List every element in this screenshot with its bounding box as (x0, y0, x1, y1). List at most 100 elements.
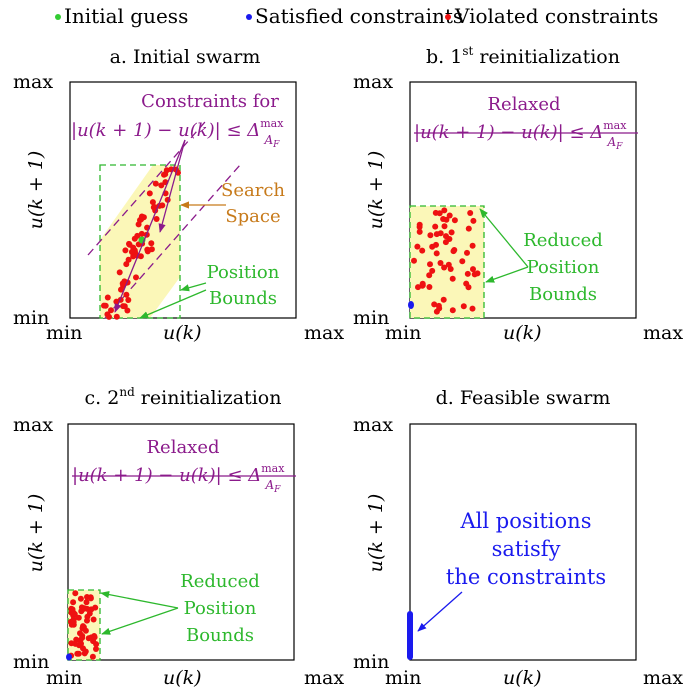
panel-a-frame (69, 81, 297, 319)
legend-label-violated: Violated constraints (454, 4, 658, 28)
panel-c-violated-particle (70, 599, 77, 606)
panel-c-bounds-label-1: Reduced (180, 571, 260, 592)
panel-a-violated-particle (149, 199, 156, 206)
panel-b-violated-particle (469, 305, 476, 312)
panel-b-ylabel: u(k + 1) (365, 151, 387, 230)
panel-a-constraint-formula: |u(k + 1) − u(k)| ≤ Δmax AF (71, 117, 284, 150)
panel-a-y-min: min (13, 307, 49, 329)
panel-a-search-label: Search (221, 180, 285, 201)
panel-c-violated-particle (90, 616, 97, 623)
panel-b-violated-particle (431, 301, 438, 308)
panel-b-violated-particle (470, 217, 477, 224)
panel-d-note-2: satisfy (492, 537, 561, 561)
panel-c-violated-particle (72, 640, 79, 647)
panel-a-bounds-arrow-2 (139, 289, 207, 319)
panel-c-violated-particle (91, 634, 98, 641)
panel-a-violated-particle (122, 247, 129, 254)
panel-d-note-3: the constraints (446, 565, 606, 589)
panel-a-bounds-label-1: Position (207, 262, 280, 283)
panel-b-violated-particle (411, 257, 417, 264)
panel-c-violated-particle (78, 640, 84, 647)
panel-d-y-min: min (353, 651, 389, 673)
panel-a-violated-particle (148, 240, 155, 247)
panel-a-constraint-arrow-1 (114, 139, 186, 313)
panel-a-violated-particle (159, 202, 166, 209)
panel-b-violated-particle (449, 307, 456, 314)
panel-b-violated-particle (436, 210, 443, 217)
panel-b-violated-particle (459, 258, 466, 265)
panel-a-violated-particle (131, 235, 138, 242)
panel-c-y-max: max (13, 414, 53, 436)
panel-a-initial-swarm: a. Initial swarm max min min max u(k) u(… (13, 46, 344, 344)
panel-b-violated-particle (464, 249, 470, 256)
panel-b-violated-particle (441, 264, 448, 271)
panel-c-bounds-arrow-2 (101, 607, 179, 635)
panel-b-violated-particle (419, 280, 426, 287)
panel-b-violated-particle (416, 228, 423, 235)
panel-b-violated-particle (460, 303, 467, 310)
panel-d-xlabel: u(k) (503, 667, 542, 689)
panel-c-x-min: min (46, 667, 82, 689)
panel-c-violated-particle (84, 617, 90, 624)
panel-a-violated-particle (113, 313, 120, 320)
panel-c-title: c. 2nd reinitialization (85, 385, 282, 409)
panel-b-y-min: min (353, 307, 389, 329)
panel-c-y-min: min (13, 651, 49, 673)
panel-a-violated-particle (101, 302, 107, 309)
panel-b-xlabel: u(k) (503, 322, 542, 344)
panel-d-arrow (417, 591, 463, 632)
panel-b-constraint-formula: |u(k + 1) − u(k)| ≤ Δmax AF (414, 119, 627, 152)
panel-b-frame (409, 81, 637, 319)
panel-a-violated-particle (124, 307, 131, 314)
panel-a-space-label: Space (225, 206, 280, 227)
panel-a-violated-particle (128, 249, 135, 255)
panel-c-bounds-label-2: Position (184, 598, 257, 619)
panel-c-violated-particle (77, 630, 83, 637)
panel-b-violated-particle (437, 260, 444, 266)
panel-a-violated-particle (152, 180, 159, 187)
panel-b-violated-particle (429, 267, 436, 274)
panel-c-violated-particle (89, 653, 96, 660)
legend-dot-initial-guess (55, 14, 61, 20)
panel-b-violated-particle (449, 275, 456, 282)
panel-a-violated-particle (119, 280, 126, 287)
panel-b-violated-particle (467, 210, 474, 216)
panel-c-x-max: max (304, 667, 344, 689)
panel-d-ylabel: u(k + 1) (365, 494, 387, 573)
panel-a-violated-particle (144, 248, 151, 255)
panel-c-particles (68, 590, 100, 660)
panel-a-violated-particle (108, 307, 114, 314)
panel-c-frame (67, 423, 295, 661)
panel-b-violated-particle (470, 266, 476, 273)
panel-a-ylabel: u(k + 1) (25, 151, 47, 230)
panel-b-y-max: max (353, 71, 393, 93)
panel-b-violated-particle (442, 239, 449, 246)
panel-c-satisfied-point (66, 653, 72, 661)
panel-b-violated-particle (448, 229, 455, 236)
panel-b-violated-particle (427, 261, 433, 268)
panel-c-violated-particle (74, 650, 81, 657)
panel-a-xlabel: u(k) (163, 322, 202, 344)
legend-label-initial-guess: Initial guess (64, 4, 188, 28)
panel-b-violated-particle (465, 225, 472, 232)
panel-b-x-min: min (385, 322, 421, 344)
panel-a-violated-particle (123, 261, 130, 268)
panel-a-violated-particle (104, 294, 111, 301)
panel-b-first-reinitialization: b. 1st reinitialization max min min max … (353, 44, 683, 344)
panel-c-violated-particle (75, 614, 82, 621)
panel-a-constraint-line-lower (104, 164, 241, 319)
panel-d-feasible-swarm: d. Feasible swarm max min min max u(k) u… (353, 387, 683, 689)
legend-dot-violated (445, 14, 451, 20)
panel-b-violated-particle (465, 284, 472, 291)
panel-c-constraint-formula: |u(k + 1) − u(k)| ≤ Δmax AF (72, 462, 285, 495)
panel-b-satisfied-point (408, 301, 414, 309)
panel-b-violated-particle (440, 296, 447, 303)
panel-b-violated-particle (451, 247, 458, 253)
panel-b-title: b. 1st reinitialization (426, 44, 620, 68)
panel-a-violated-particle (125, 297, 132, 303)
panel-d-note-1: All positions (460, 509, 592, 533)
panel-b-violated-particle (433, 241, 439, 248)
panel-c-bounds-arrow-1 (100, 590, 179, 609)
panel-b-violated-particle (469, 242, 476, 249)
